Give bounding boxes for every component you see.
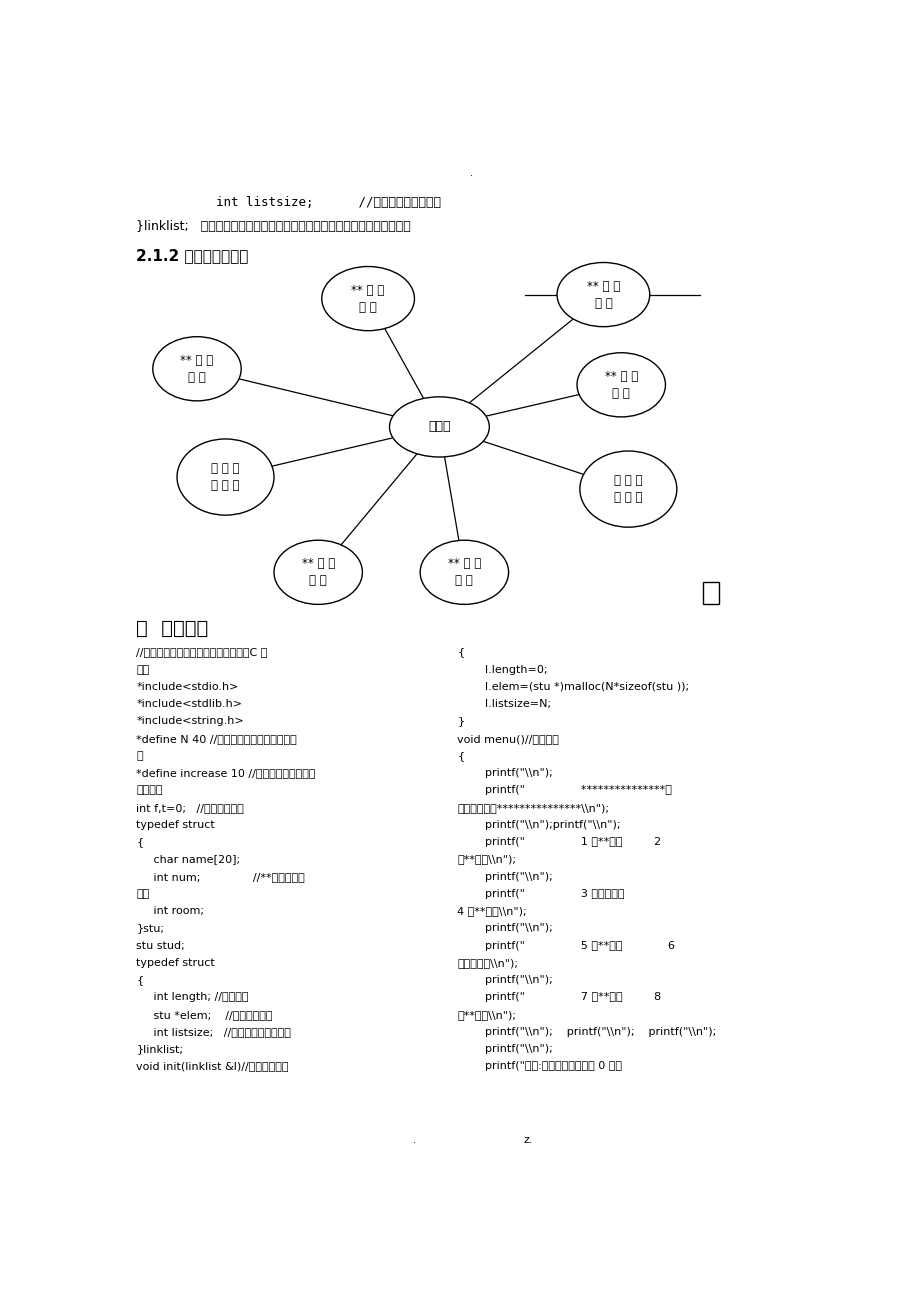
Text: }: }	[457, 716, 464, 727]
Text: printf("                1 按**排序         2: printf(" 1 按**排序 2	[457, 837, 661, 848]
Text: l.elem=(stu *)malloc(N*sizeof(stu ));: l.elem=(stu *)malloc(N*sizeof(stu ));	[457, 682, 688, 691]
Text: printf("                3 按房号排序: printf(" 3 按房号排序	[457, 889, 624, 898]
Ellipse shape	[176, 439, 274, 516]
Text: z.: z.	[523, 1135, 533, 1144]
Text: 按键选择操作***************\\n");: 按键选择操作***************\\n");	[457, 802, 608, 812]
Ellipse shape	[420, 540, 508, 604]
Text: printf("\\n");: printf("\\n");	[457, 975, 552, 986]
Text: {: {	[457, 751, 464, 760]
Text: int room;: int room;	[136, 906, 204, 917]
Text: 量: 量	[136, 751, 142, 760]
Text: *include<stdio.h>: *include<stdio.h>	[136, 682, 239, 691]
Text: 三  详细设计: 三 详细设计	[136, 620, 209, 638]
Text: stu *elem;    //存储空间基址: stu *elem; //存储空间基址	[136, 1009, 273, 1019]
Text: 房 间 排
序 模 块: 房 间 排 序 模 块	[211, 462, 240, 492]
Ellipse shape	[557, 263, 649, 327]
Text: *include<stdlib.h>: *include<stdlib.h>	[136, 699, 242, 710]
Text: int f,t=0;   //定义全局变量: int f,t=0; //定义全局变量	[136, 802, 244, 812]
Text: }stu;: }stu;	[136, 923, 165, 934]
Text: 2.1.2 程序构造图为：: 2.1.2 程序构造图为：	[136, 249, 248, 263]
Text: ** 排 序
模 块: ** 排 序 模 块	[180, 354, 213, 384]
Text: //采用顺序线性表解决宿舍管理问题（C 语: //采用顺序线性表解决宿舍管理问题（C 语	[136, 647, 267, 658]
Text: printf("                5 按**查找             6: printf(" 5 按**查找 6	[457, 940, 675, 950]
Ellipse shape	[576, 353, 664, 417]
Text: printf("\\n");: printf("\\n");	[457, 768, 552, 779]
Text: stu stud;: stu stud;	[136, 940, 185, 950]
Text: l.length=0;: l.length=0;	[457, 665, 547, 674]
Ellipse shape	[153, 337, 241, 401]
Text: typedef struct: typedef struct	[136, 958, 215, 967]
Text: printf("提示:当输入的数字键为 0 时，: printf("提示:当输入的数字键为 0 时，	[457, 1061, 621, 1072]
Text: .: .	[470, 168, 472, 178]
Text: {: {	[136, 837, 143, 848]
Text: typedef struct: typedef struct	[136, 820, 215, 829]
Text: ** 删 除
模 块: ** 删 除 模 块	[586, 280, 619, 310]
Text: 4 按**查找\\n");: 4 按**查找\\n");	[457, 906, 527, 917]
Text: char name[20];: char name[20];	[136, 854, 240, 865]
Ellipse shape	[274, 540, 362, 604]
Text: {: {	[136, 975, 143, 986]
Text: printf("\\n");: printf("\\n");	[457, 1044, 552, 1055]
Text: 房 号 查
找 模 快: 房 号 查 找 模 快	[614, 474, 641, 504]
Text: 配量增量: 配量增量	[136, 785, 163, 796]
Text: int listsize;      //当前分配的存储容量: int listsize; //当前分配的存储容量	[186, 197, 441, 210]
Text: *define increase 10 //线性表存储空间的分: *define increase 10 //线性表存储空间的分	[136, 768, 315, 779]
Text: printf("\\n");: printf("\\n");	[457, 871, 552, 881]
Text: 整型: 整型	[136, 889, 150, 898]
Text: l.listsize=N;: l.listsize=N;	[457, 699, 550, 710]
Text: 言）: 言）	[136, 665, 150, 674]
Text: ** 查 找
模 块: ** 查 找 模 块	[301, 557, 335, 587]
Text: int num;               //**和房号都为: int num; //**和房号都为	[136, 871, 305, 881]
Text: ** 排 序
模 块: ** 排 序 模 块	[351, 284, 384, 314]
Ellipse shape	[579, 450, 676, 527]
Text: .: .	[413, 1135, 415, 1144]
Text: }linklist;: }linklist;	[136, 1044, 183, 1055]
Text: printf("\\n");    printf("\\n");    printf("\\n");: printf("\\n"); printf("\\n"); printf("\\…	[457, 1027, 716, 1036]
Text: int listsize;   //当前分配的存储容量: int listsize; //当前分配的存储容量	[136, 1027, 291, 1036]
Text: ** 查 找
模 块: ** 查 找 模 块	[448, 557, 481, 587]
Text: 按**排序\\n");: 按**排序\\n");	[457, 854, 516, 865]
Text: void init(linklist &l)//线性表初始化: void init(linklist &l)//线性表初始化	[136, 1061, 289, 1072]
Text: ** 插 入
模 块: ** 插 入 模 块	[604, 370, 637, 400]
Bar	[702, 582, 718, 604]
Text: 主函数: 主函数	[427, 421, 450, 434]
Text: printf("                7 按**插入         8: printf(" 7 按**插入 8	[457, 992, 661, 1003]
Text: printf("                ***************请: printf(" ***************请	[457, 785, 672, 796]
Text: printf("\\n");: printf("\\n");	[457, 923, 552, 934]
Ellipse shape	[389, 397, 489, 457]
Text: }linklist;   在此说明每个局部的算法设计说明（可以是描述算法的流程图）: }linklist; 在此说明每个局部的算法设计说明（可以是描述算法的流程图）	[136, 220, 411, 233]
Text: printf("\\n");printf("\\n");: printf("\\n");printf("\\n");	[457, 820, 620, 829]
Text: int length; //当前长度: int length; //当前长度	[136, 992, 249, 1003]
Text: 按**删除\\n");: 按**删除\\n");	[457, 1009, 516, 1019]
Text: *define N 40 //线性表存储空间的初始分配: *define N 40 //线性表存储空间的初始分配	[136, 734, 297, 743]
Ellipse shape	[322, 267, 414, 331]
Text: void menu()//操作菜单: void menu()//操作菜单	[457, 734, 559, 743]
Text: {: {	[457, 647, 464, 658]
Text: *include<string.h>: *include<string.h>	[136, 716, 244, 727]
Text: 按房号查找\\n");: 按房号查找\\n");	[457, 958, 517, 967]
